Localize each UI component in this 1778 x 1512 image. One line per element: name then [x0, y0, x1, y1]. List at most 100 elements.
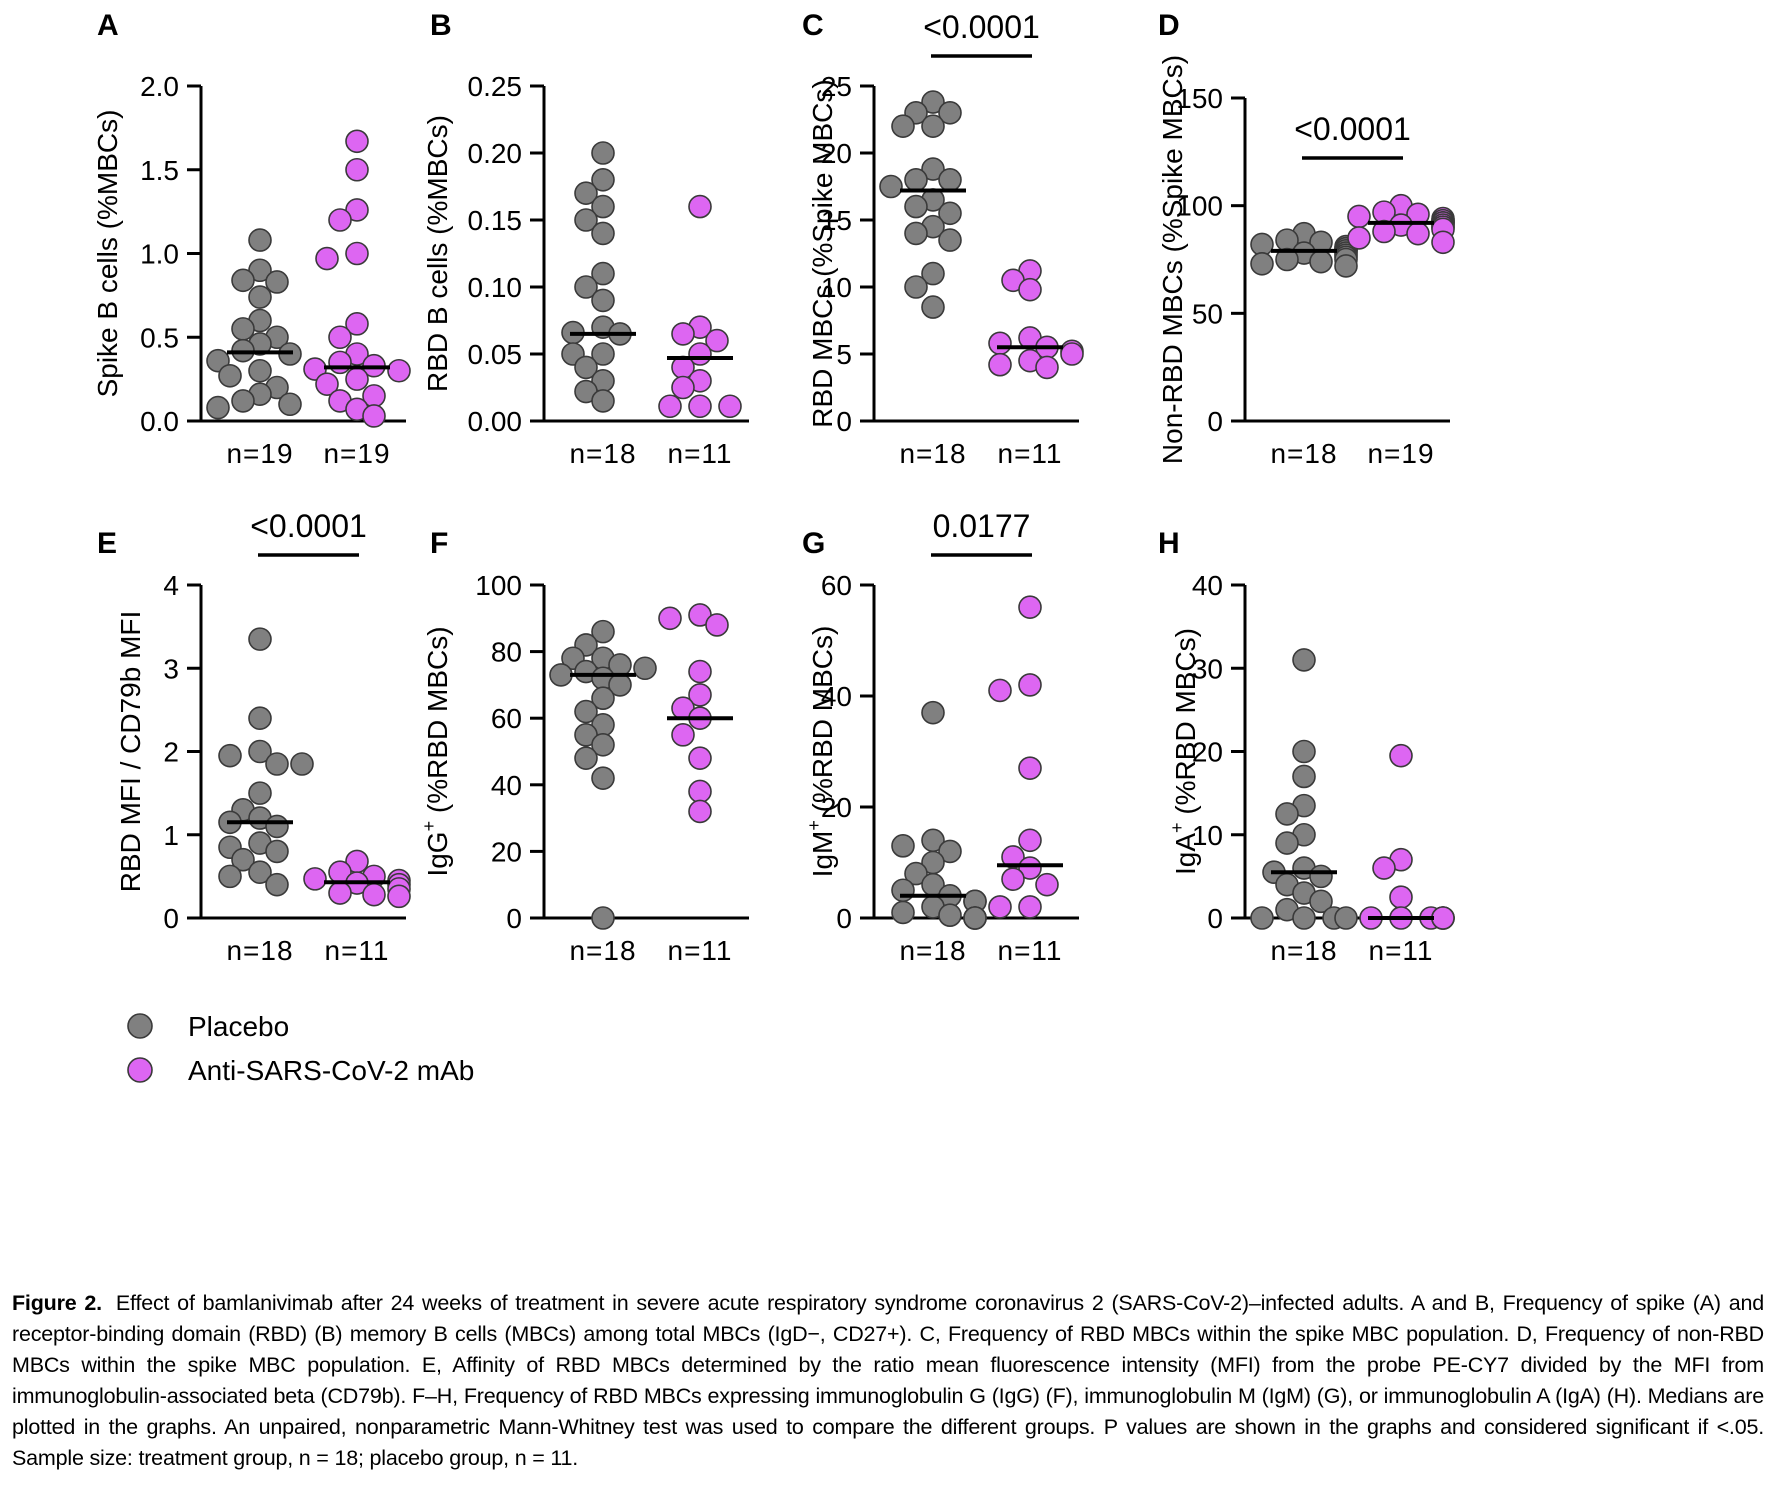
data-point-placebo: [231, 389, 255, 413]
data-point-placebo: [1275, 831, 1299, 855]
y-tick-label: 0: [836, 903, 852, 934]
y-tick-label: 15: [821, 205, 852, 236]
y-tick-label: 1.0: [140, 239, 179, 270]
data-point-mab: [688, 746, 712, 770]
data-point-mab: [671, 723, 695, 747]
n-label: n=19: [323, 438, 390, 469]
y-tick-label: 0.0: [140, 406, 179, 437]
data-point-mab: [345, 241, 369, 266]
n-label: n=18: [1270, 935, 1337, 966]
y-tick-label: 30: [1192, 653, 1223, 684]
data-point-placebo: [278, 392, 302, 417]
y-tick-label: 0: [1207, 903, 1223, 934]
data-point-mab: [688, 394, 712, 419]
y-tick-label: 100: [1176, 191, 1223, 222]
data-point-mab: [1347, 226, 1371, 250]
panel-letter: A: [97, 9, 119, 42]
data-point-placebo: [206, 395, 230, 420]
y-tick-label: 1: [163, 820, 179, 851]
data-point-placebo: [591, 733, 615, 757]
data-point-placebo: [963, 906, 987, 930]
data-point-mab: [315, 246, 339, 271]
data-point-mab: [1431, 230, 1455, 255]
data-point-placebo: [938, 101, 962, 125]
data-point-mab: [1406, 221, 1430, 246]
figure-2: A 0.0 0.5 1.0 1.5 2.0 Spike B cells (%MBCs) n=1…: [92, 9, 1455, 1086]
n-label: n=18: [899, 935, 966, 966]
data-point-placebo: [218, 864, 242, 889]
y-tick-label: 2: [163, 737, 179, 768]
panel-G: G 0 20 40 60 IgM+ (%RBD MBCs) n=18 n=11 0.0177: [802, 508, 1079, 966]
panel-letter: H: [1158, 527, 1180, 560]
data-point-placebo: [1292, 739, 1316, 764]
y-axis-title: IgM+ (%RBD MBCs): [804, 626, 838, 878]
panel-letter: E: [97, 527, 117, 560]
data-point-mab: [705, 613, 729, 637]
y-tick-label: 0.00: [468, 406, 523, 437]
data-point-placebo: [248, 627, 272, 651]
n-label: n=18: [569, 438, 636, 469]
data-point-placebo: [248, 781, 272, 805]
data-point-placebo: [904, 221, 928, 246]
y-tick-label: 40: [491, 770, 522, 801]
panel-E: E 0 1 2 3 4 RBD MFI / CD79b MFI n=18 n=11 <0.0001: [97, 508, 411, 966]
data-point-mab: [688, 194, 712, 219]
data-point-placebo: [218, 743, 242, 768]
caption-label: Figure 2.: [12, 1291, 102, 1315]
y-tick-label: 20: [821, 138, 852, 169]
y-tick-label: 0.20: [468, 138, 523, 169]
data-point-placebo: [904, 861, 928, 886]
data-point-placebo: [248, 358, 272, 383]
data-point-mab: [688, 683, 712, 707]
data-point-mab: [328, 208, 352, 232]
y-axis-title: RBD MBCs (%Spike MBCs): [807, 79, 838, 427]
data-point-placebo: [1309, 249, 1333, 274]
data-point-placebo: [290, 752, 314, 776]
data-point-placebo: [549, 663, 573, 687]
y-tick-label: 0.05: [468, 339, 523, 370]
data-point-mab: [658, 394, 682, 419]
data-point-placebo: [938, 839, 962, 864]
data-point-placebo: [265, 839, 289, 864]
data-point-mab: [988, 678, 1012, 703]
data-point-placebo: [591, 221, 615, 246]
y-tick-label: 1.5: [140, 155, 179, 186]
data-point-mab: [303, 867, 327, 891]
data-point-placebo: [1334, 906, 1358, 930]
data-point-mab: [1431, 906, 1455, 930]
data-point-placebo: [921, 90, 945, 114]
data-point-placebo: [938, 903, 962, 928]
data-point-mab: [345, 129, 369, 154]
y-tick-label: 60: [491, 703, 522, 734]
y-axis-title: IgA+ (%RBD MBCs): [1167, 628, 1201, 875]
n-label: n=19: [226, 438, 293, 469]
panel-letter: C: [802, 9, 824, 42]
data-point-mab: [688, 659, 712, 684]
data-point-placebo: [574, 275, 598, 299]
data-point-mab: [328, 881, 352, 905]
data-point-placebo: [904, 168, 928, 192]
data-point-placebo: [574, 699, 598, 724]
y-tick-label: 0.15: [468, 205, 523, 236]
data-point-mab: [988, 331, 1012, 356]
panel-letter: F: [430, 527, 448, 560]
legend-marker: [127, 1057, 153, 1083]
y-tick-label: 0: [163, 903, 179, 934]
data-point-placebo: [1309, 889, 1333, 914]
y-tick-label: 10: [1192, 820, 1223, 851]
data-point-placebo: [1250, 252, 1274, 276]
data-point-mab: [688, 799, 712, 824]
data-point-mab: [1018, 856, 1042, 880]
data-point-placebo: [574, 746, 598, 770]
y-tick-label: 0: [836, 406, 852, 437]
y-tick-label: 60: [821, 570, 852, 601]
data-point-mab: [1018, 828, 1042, 853]
n-label: n=18: [899, 438, 966, 469]
data-point-placebo: [574, 208, 598, 232]
n-label: n=11: [998, 438, 1063, 469]
panel-letter: B: [430, 9, 452, 42]
data-point-placebo: [891, 834, 915, 858]
data-point-placebo: [921, 700, 945, 725]
